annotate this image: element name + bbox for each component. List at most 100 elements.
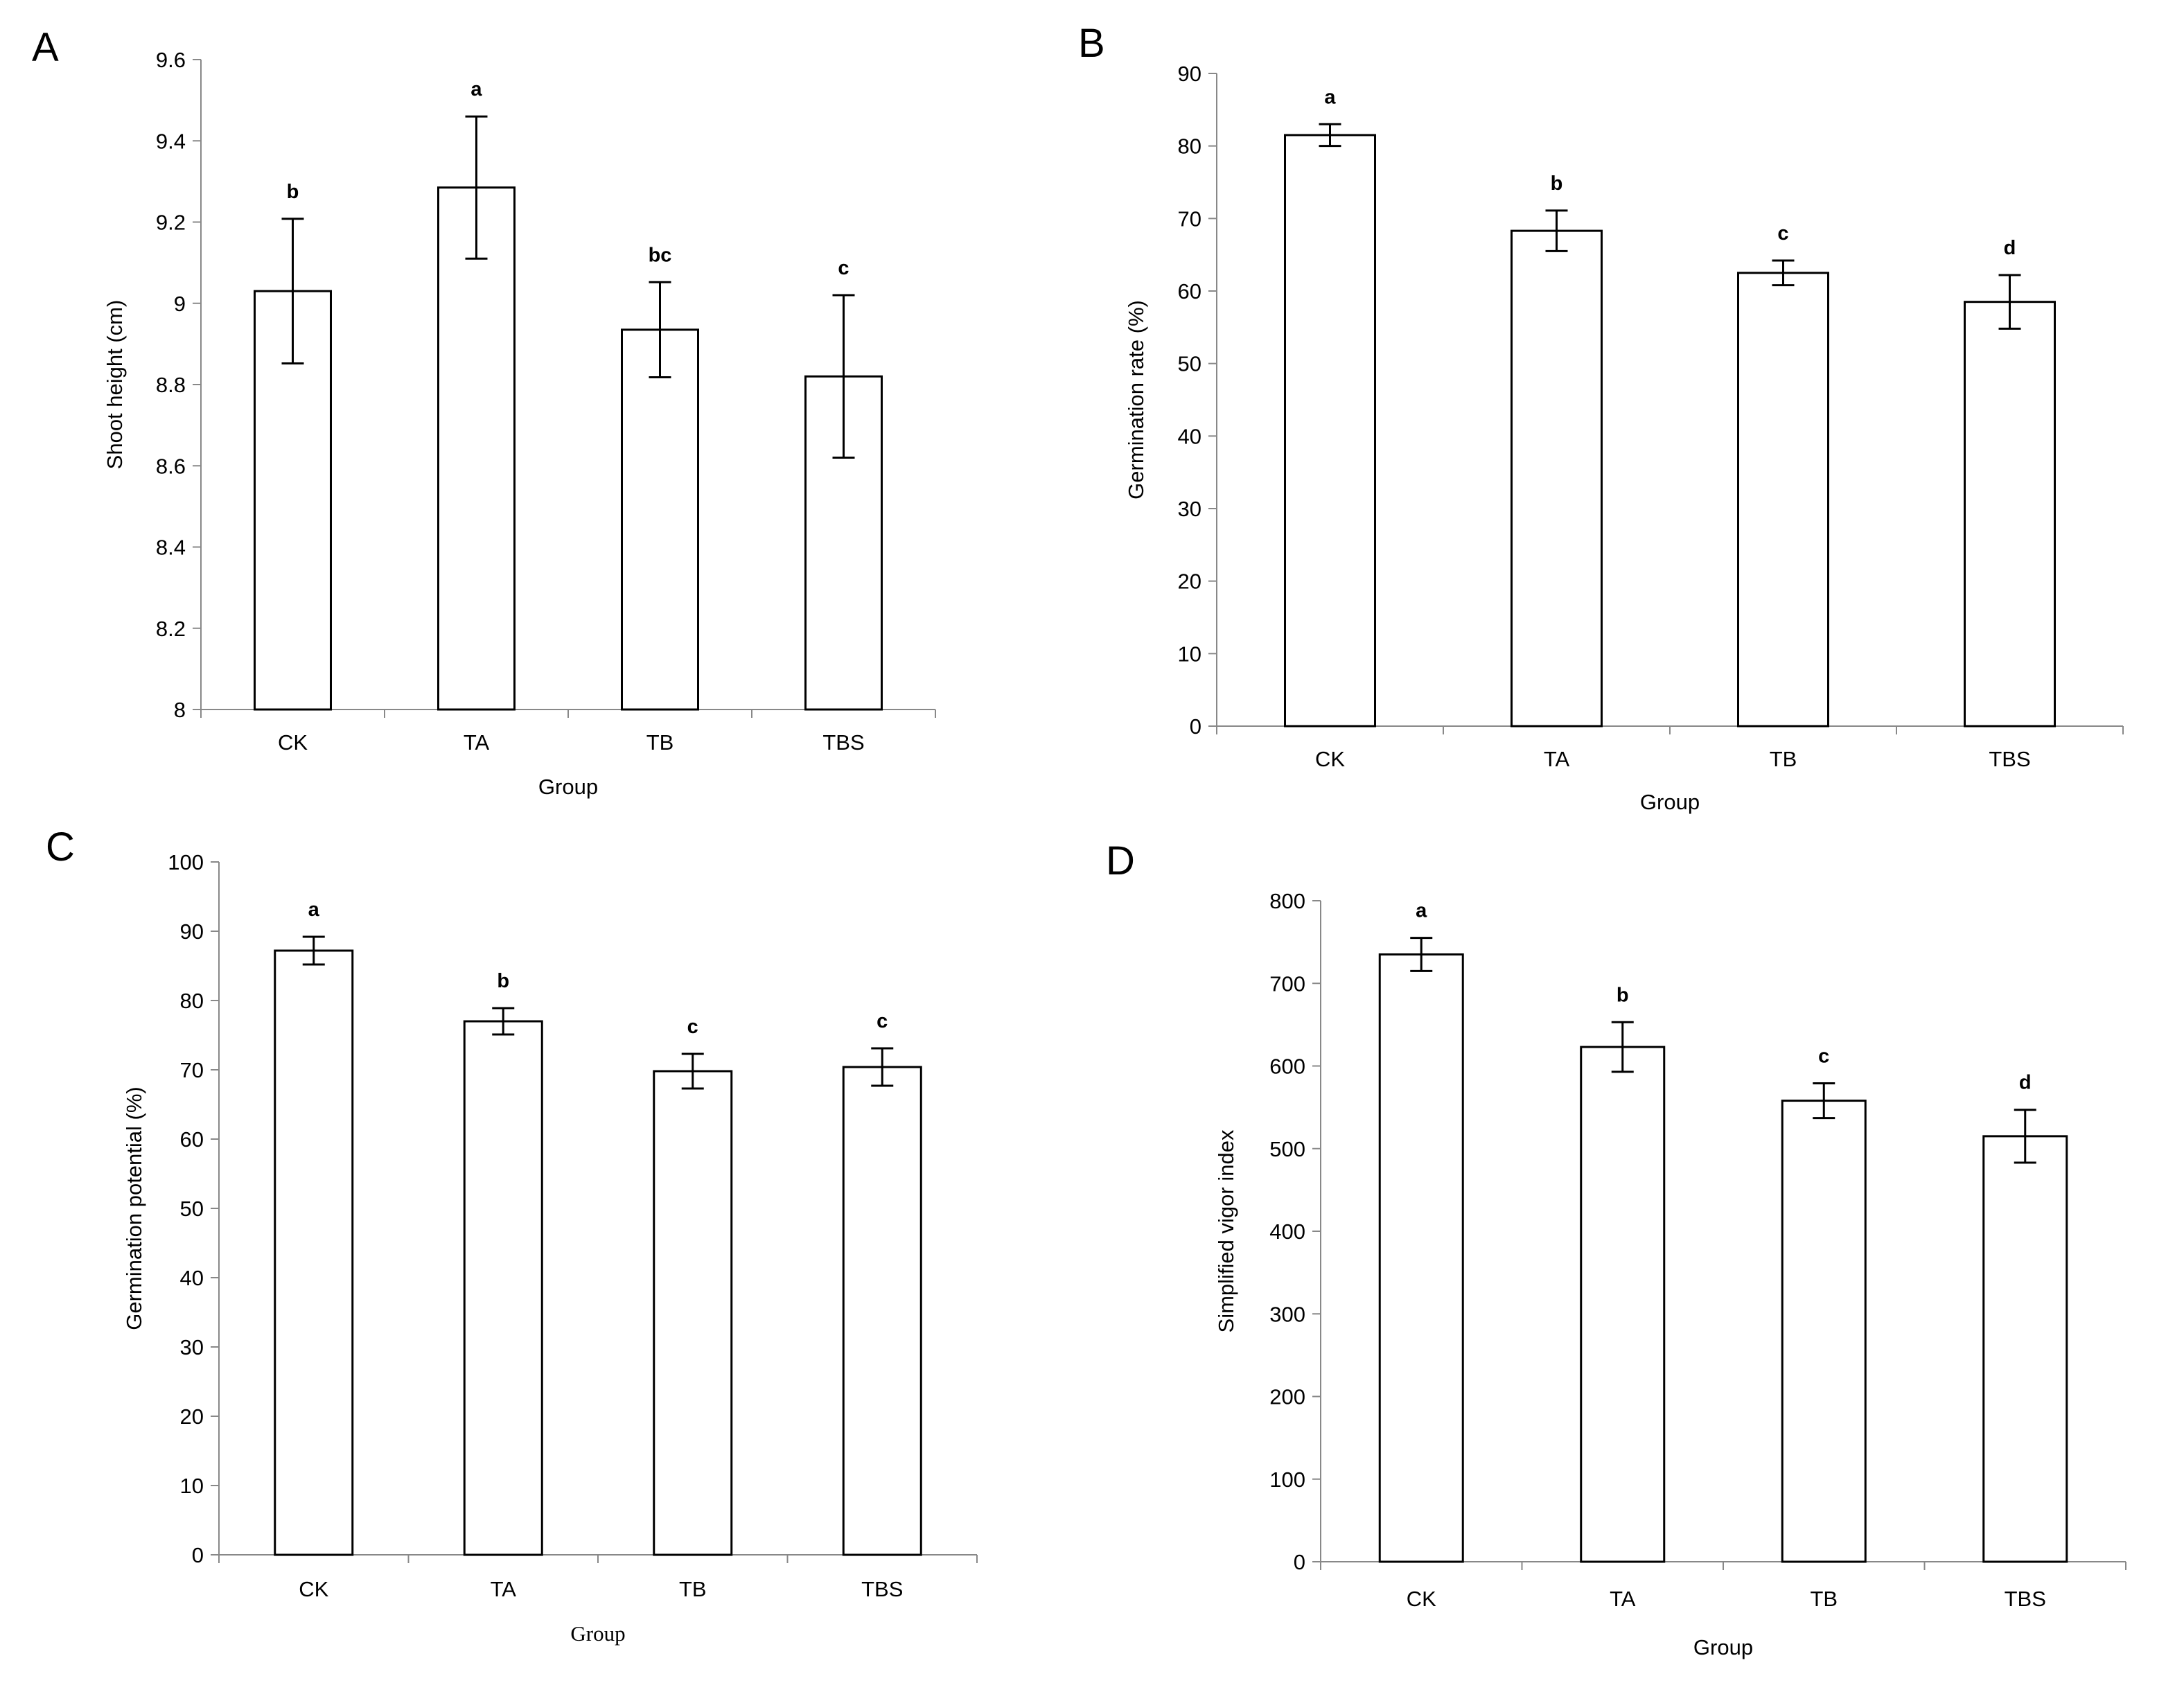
y-tick-label: 8.8 xyxy=(156,373,186,397)
y-tick-label: 8.4 xyxy=(156,536,186,560)
y-tick-label: 500 xyxy=(1269,1137,1305,1161)
panel-d: D 0 100 200 300 400 500 600 700 800 a CK b TA c TB d TBS… xyxy=(1106,838,2126,1659)
significance-label: b xyxy=(287,181,299,203)
y-tick-label: 9.2 xyxy=(156,211,186,235)
significance-label: a xyxy=(1324,86,1336,108)
bar-ck xyxy=(1284,134,1376,728)
x-tick-label: TB xyxy=(646,730,674,755)
y-tick-label: 300 xyxy=(1269,1302,1305,1326)
significance-label: d xyxy=(2004,237,2016,259)
significance-label: bc xyxy=(649,244,672,266)
y-axis-title: Simplified vigor index xyxy=(1214,1129,1238,1332)
significance-label: c xyxy=(1777,222,1788,245)
panel-a: A 8 8.2 8.4 8.6 8.8 9 9.2 9.4 9.6 b CK a TA bc TB c TBS G… xyxy=(32,25,936,799)
significance-label: b xyxy=(1551,173,1563,195)
chart-b: 0 10 20 30 40 50 60 70 80 90 a CK b TA c TB d TBS Group Ger… xyxy=(1124,62,2124,814)
y-tick-label: 9.4 xyxy=(156,129,186,153)
chart-c: 0 10 20 30 40 50 60 70 80 90 100 a CK b TA c TB c TBS Group… xyxy=(122,850,978,1646)
x-tick-label: CK xyxy=(1407,1587,1436,1611)
y-tick-label: 30 xyxy=(1178,497,1201,521)
y-tick-label: 400 xyxy=(1269,1219,1305,1244)
x-tick-label: TA xyxy=(1610,1587,1636,1611)
y-tick-label: 10 xyxy=(180,1474,204,1498)
bar-tb xyxy=(1781,1100,1867,1563)
chart-d: 0 100 200 300 400 500 600 700 800 a CK b TA c TB d TBS Gr… xyxy=(1214,889,2126,1659)
y-tick-label: 30 xyxy=(180,1335,204,1359)
panel-label-a: A xyxy=(32,25,59,70)
bar-ta xyxy=(1511,229,1603,728)
y-tick-label: 0 xyxy=(1190,714,1201,739)
x-axis-title: Group xyxy=(1640,790,1700,814)
x-tick-label: CK xyxy=(299,1577,328,1601)
y-tick-label: 50 xyxy=(180,1197,204,1221)
y-tick-label: 20 xyxy=(180,1404,204,1429)
significance-label: d xyxy=(2019,1072,2032,1094)
x-tick-label: CK xyxy=(1315,747,1345,771)
panel-label-c: C xyxy=(46,825,75,870)
bar-tb xyxy=(653,1070,733,1556)
y-tick-label: 80 xyxy=(1178,134,1201,159)
y-tick-label: 10 xyxy=(1178,642,1201,666)
chart-a: 8 8.2 8.4 8.6 8.8 9 9.2 9.4 9.6 b CK a TA bc TB c TBS Gro… xyxy=(103,48,936,799)
significance-label: b xyxy=(497,970,509,992)
panel-b: B 0 10 20 30 40 50 60 70 80 90 a CK b TA c TB d TBS Group G… xyxy=(1078,21,2124,814)
significance-label: c xyxy=(687,1016,698,1038)
y-tick-label: 50 xyxy=(1178,352,1201,376)
y-tick-label: 90 xyxy=(1178,62,1201,86)
x-tick-label: CK xyxy=(278,730,308,755)
x-tick-label: TBS xyxy=(1989,747,2030,771)
significance-label: a xyxy=(308,899,320,921)
bar-tb xyxy=(621,328,699,711)
y-tick-label: 600 xyxy=(1269,1055,1305,1079)
x-tick-label: TA xyxy=(1544,747,1570,771)
bar-tbs xyxy=(1964,301,2056,728)
x-tick-label: TB xyxy=(679,1577,707,1601)
x-axis-title: Group xyxy=(538,775,598,799)
bar-tb xyxy=(1737,272,1829,728)
y-tick-label: 60 xyxy=(1178,279,1201,303)
y-axis-title: Shoot height (cm) xyxy=(103,300,127,470)
y-tick-label: 9 xyxy=(174,292,186,316)
x-axis-title: Group xyxy=(570,1621,625,1646)
panel-label-d: D xyxy=(1106,838,1135,883)
significance-label: c xyxy=(1818,1046,1829,1068)
x-axis-title: Group xyxy=(1693,1635,1753,1659)
bar-tbs xyxy=(842,1066,922,1556)
y-tick-label: 70 xyxy=(1178,206,1201,231)
x-tick-label: TA xyxy=(491,1577,517,1601)
y-axis-title: Germination potential (%) xyxy=(122,1086,146,1330)
y-tick-label: 200 xyxy=(1269,1385,1305,1409)
y-tick-label: 80 xyxy=(180,989,204,1013)
y-tick-label: 8.6 xyxy=(156,454,186,478)
y-tick-label: 60 xyxy=(180,1127,204,1152)
y-tick-label: 100 xyxy=(1269,1468,1305,1492)
x-tick-label: TBS xyxy=(861,1577,903,1601)
panel-label-b: B xyxy=(1078,21,1105,66)
significance-label: b xyxy=(1617,984,1629,1006)
y-tick-label: 800 xyxy=(1269,889,1305,913)
y-tick-label: 70 xyxy=(180,1058,204,1082)
y-tick-label: 0 xyxy=(192,1543,204,1567)
significance-label: c xyxy=(838,257,849,279)
panel-c: C 0 10 20 30 40 50 60 70 80 90 100 a CK b TA c TB c TBS Gro… xyxy=(46,825,978,1646)
bar-ta xyxy=(437,186,516,711)
y-tick-label: 9.6 xyxy=(156,48,186,72)
x-tick-label: TA xyxy=(464,730,490,755)
bar-ck xyxy=(1378,953,1464,1563)
bar-ck xyxy=(274,949,354,1556)
x-tick-label: TBS xyxy=(822,730,864,755)
y-tick-label: 40 xyxy=(1178,424,1201,448)
y-tick-label: 90 xyxy=(180,919,204,944)
x-tick-label: TBS xyxy=(2005,1587,2046,1611)
significance-label: a xyxy=(1416,900,1427,922)
y-tick-label: 20 xyxy=(1178,570,1201,594)
x-tick-label: TB xyxy=(1770,747,1797,771)
bar-tbs xyxy=(1982,1135,2068,1563)
bar-ta xyxy=(463,1020,543,1556)
bar-ta xyxy=(1580,1046,1666,1563)
significance-label: c xyxy=(877,1010,888,1032)
y-tick-label: 700 xyxy=(1269,971,1305,996)
y-tick-label: 8.2 xyxy=(156,617,186,641)
bar-ck xyxy=(254,290,332,711)
